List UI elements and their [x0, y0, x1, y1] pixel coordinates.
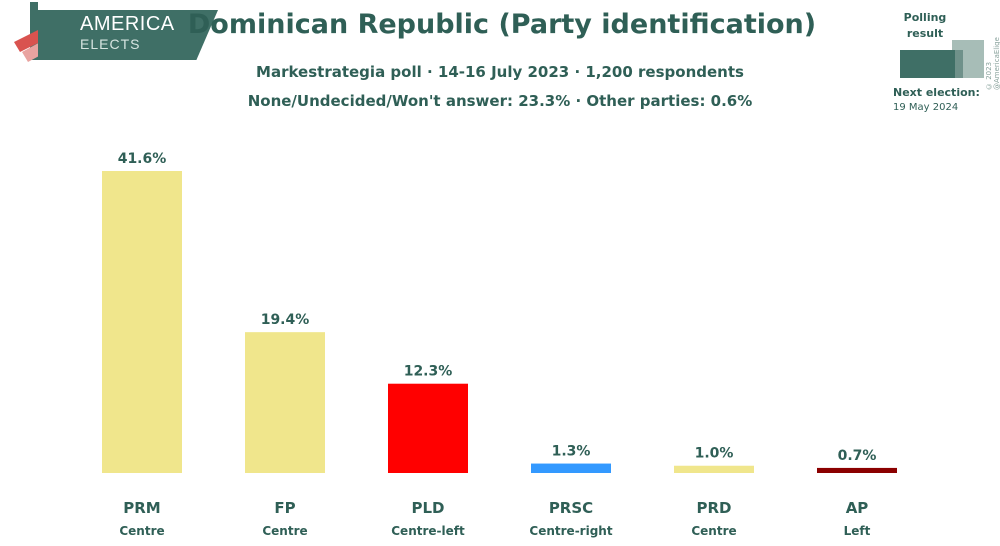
logo-text-america: AMERICA [80, 13, 175, 35]
bar-pld [388, 383, 468, 473]
bar-prsc [531, 463, 611, 473]
poll-info: Markestrategia poll · 14-16 July 2023 · … [256, 63, 744, 81]
bar-prd [674, 465, 754, 473]
orientation-label-pld: Centre-left [391, 524, 465, 538]
category-label-ap: AP [846, 499, 869, 517]
orientation-label-prd: Centre [691, 524, 736, 538]
value-label-prsc: 1.3% [552, 444, 591, 460]
copyright-text: © 2023 @AmericaElige [985, 37, 1000, 90]
category-label-prm: PRM [123, 499, 160, 517]
category-label-pld: PLD [411, 499, 444, 517]
logo-banner [38, 10, 218, 60]
orientation-label-prm: Centre [119, 524, 164, 538]
logo-text-elects: ELECTS [80, 36, 141, 52]
next-election-label: Next election: [893, 86, 980, 99]
bar-fp [245, 332, 325, 473]
value-label-pld: 12.3% [404, 364, 453, 380]
america-elects-logo: AMERICA ELECTS [0, 0, 230, 70]
next-election-date: 19 May 2024 [893, 102, 959, 113]
legend-title: Polling result [903, 11, 947, 40]
chart-title: Dominican Republic (Party identification… [187, 9, 817, 40]
category-label-prd: PRD [697, 499, 732, 517]
orientation-label-prsc: Centre-right [529, 524, 612, 538]
undecided-info: None/Undecided/Won't answer: 23.3% · Oth… [247, 92, 753, 110]
bar-prm [102, 171, 182, 473]
value-label-prd: 1.0% [695, 446, 734, 462]
value-label-prm: 41.6% [118, 151, 167, 167]
orientation-label-fp: Centre [262, 524, 307, 538]
category-label-prsc: PRSC [549, 499, 593, 517]
value-label-ap: 0.7% [838, 448, 877, 464]
value-label-fp: 19.4% [261, 312, 310, 328]
legend-swatch-mid [955, 50, 963, 78]
bar-ap [817, 467, 897, 473]
legend-swatch-dark [900, 50, 955, 78]
orientation-label-ap: Left [844, 524, 871, 538]
bar-chart: 41.6% PRM Centre 19.4% FP Centre 12.3% PLD Centr… [102, 151, 897, 538]
category-label-fp: FP [274, 499, 295, 517]
